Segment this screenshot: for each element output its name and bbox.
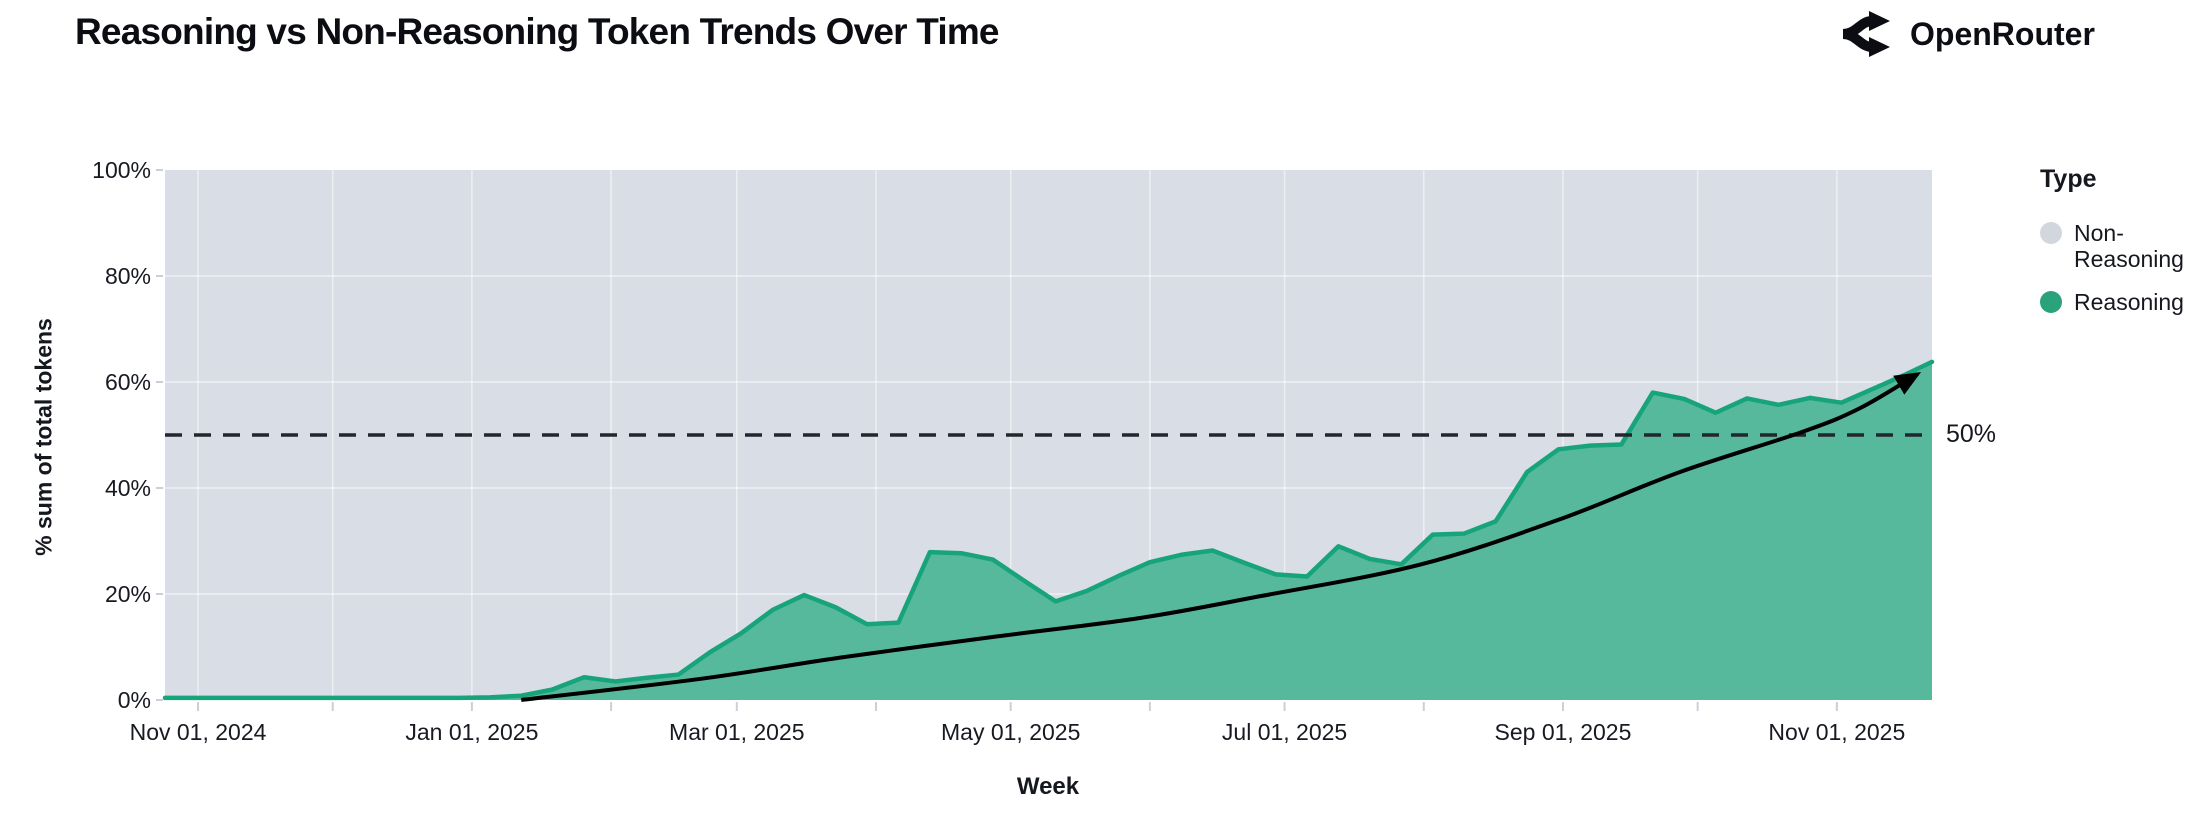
openrouter-logo-icon (1842, 11, 1890, 57)
fifty-percent-label: 50% (1946, 420, 1997, 448)
x-tick-label: Jan 01, 2025 (405, 719, 538, 745)
x-tick-label: Jul 01, 2025 (1222, 719, 1347, 745)
y-tick-label: 40% (105, 475, 151, 501)
brand-name: OpenRouter (1910, 15, 2095, 52)
y-tick-label: 20% (105, 581, 151, 607)
brand-logo: OpenRouter (1840, 8, 2095, 60)
y-tick-label: 0% (118, 687, 151, 713)
y-tick-label: 80% (105, 263, 151, 289)
reasoning-area-edge (162, 359, 1935, 701)
y-axis: 0% 20% 40% 60% 80% 100% (92, 157, 163, 713)
x-tick-label: Nov 01, 2024 (130, 719, 267, 745)
legend-title: Type (2040, 165, 2097, 193)
x-tick-label: Sep 01, 2025 (1495, 719, 1632, 745)
y-tick-label: 60% (105, 369, 151, 395)
legend-item-label: Reasoning (2074, 288, 2184, 315)
reasoning-area (165, 361, 1932, 700)
x-axis: Nov 01, 2024 Jan 01, 2025 Mar 01, 2025 May … (130, 702, 1905, 745)
legend-item-non-reasoning: Non-Reasoning (2040, 220, 2200, 273)
y-axis-title: % sum of total tokens (30, 318, 57, 556)
legend-item-reasoning: Reasoning (2040, 289, 2200, 315)
page-title: Reasoning vs Non-Reasoning Token Trends … (75, 11, 1000, 52)
trend-arrow (521, 372, 1922, 702)
x-axis-title: Week (1016, 773, 1080, 800)
legend-item-label: Non-Reasoning (2074, 220, 2184, 273)
non-reasoning-swatch-icon (2040, 222, 2062, 244)
x-tick-label: Nov 01, 2025 (1768, 719, 1905, 745)
x-tick-label: May 01, 2025 (941, 719, 1080, 745)
y-tick-label: 100% (92, 157, 151, 183)
x-tick-label: Mar 01, 2025 (669, 719, 805, 745)
reasoning-swatch-icon (2040, 290, 2062, 313)
legend: Type Non-Reasoning Reasoning (2040, 165, 2200, 331)
